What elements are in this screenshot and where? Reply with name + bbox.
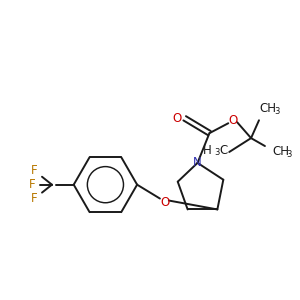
Text: O: O [172, 112, 182, 125]
Text: F: F [31, 192, 38, 205]
Text: 3: 3 [287, 151, 292, 160]
Text: CH: CH [260, 102, 276, 115]
Text: 3: 3 [215, 148, 220, 158]
Text: O: O [229, 114, 238, 127]
Text: O: O [160, 196, 170, 209]
Text: F: F [31, 164, 38, 177]
Text: F: F [29, 178, 35, 191]
Text: 3: 3 [274, 107, 279, 116]
Text: CH: CH [272, 146, 289, 158]
Text: N: N [193, 156, 202, 170]
Text: H: H [203, 143, 212, 157]
Text: C: C [219, 143, 227, 157]
